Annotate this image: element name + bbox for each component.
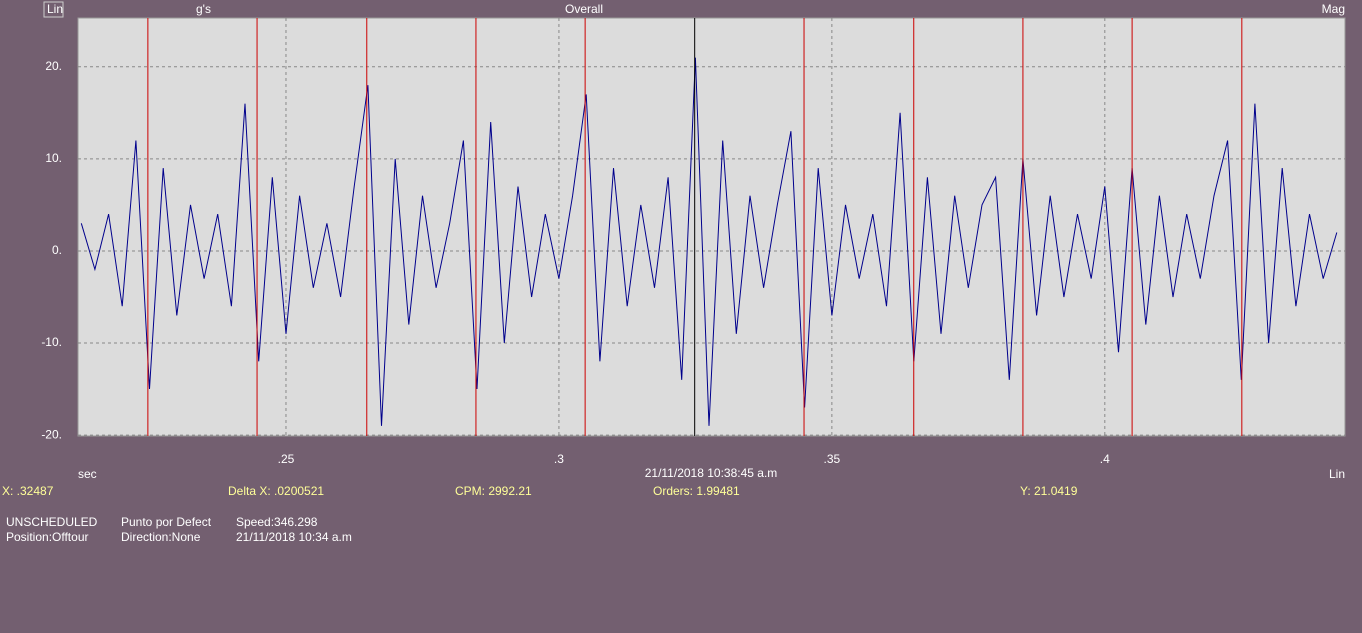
readout-orders: Orders: 1.99481 xyxy=(653,484,740,498)
x-scale[interactable]: Lin xyxy=(1329,467,1345,481)
point: Punto por Defect xyxy=(121,515,212,529)
date: 21/11/2018 10:34 a.m xyxy=(236,530,352,544)
y-tick-label: 10. xyxy=(45,151,62,165)
chart-title: Overall xyxy=(565,2,603,16)
waveform xyxy=(80,57,1338,426)
y-unit: g's xyxy=(196,2,211,16)
y-tick-label: 0. xyxy=(52,243,62,257)
speed: Speed:346.298 xyxy=(236,515,318,529)
y-scale[interactable]: Lin xyxy=(47,2,63,16)
x-tick-label: .4 xyxy=(1100,452,1110,466)
x-tick-label: .25 xyxy=(278,452,295,466)
readout-y: Y: 21.0419 xyxy=(1020,484,1078,498)
y-tick-label: -20. xyxy=(41,427,62,441)
scale-box[interactable] xyxy=(43,1,64,18)
y-tick-label: 20. xyxy=(45,59,62,73)
timestamp: 21/11/2018 10:38:45 a.m xyxy=(645,466,778,480)
direction: Direction:None xyxy=(121,530,201,544)
x-tick-label: .35 xyxy=(824,452,841,466)
schedule: UNSCHEDULED xyxy=(6,515,98,529)
readout-x: X: .32487 xyxy=(2,484,54,498)
y-tick-label: -10. xyxy=(41,335,62,349)
x-unit: sec xyxy=(78,467,97,481)
x-tick-label: .3 xyxy=(554,452,564,466)
mode[interactable]: Mag xyxy=(1322,2,1345,16)
readout-delta-x: Delta X: .0200521 xyxy=(228,484,324,498)
position: Position:Offtour xyxy=(6,530,89,544)
readout-cpm: CPM: 2992.21 xyxy=(455,484,532,498)
